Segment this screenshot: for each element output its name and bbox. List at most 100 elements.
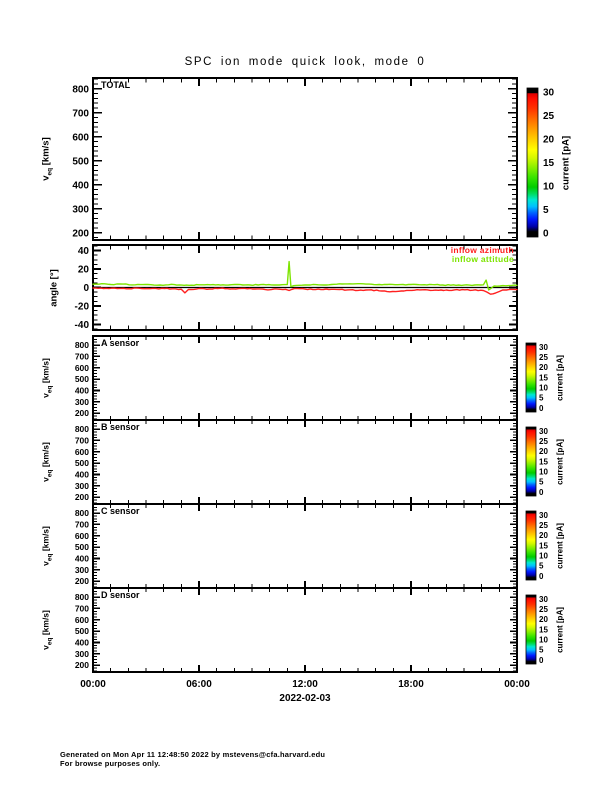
y-tick-label: 0	[83, 283, 89, 294]
y-tick-label: 700	[75, 435, 89, 445]
colorbar-tick-label: 5	[539, 394, 544, 403]
colorbar-tick-label: 0	[543, 229, 549, 240]
y-tick-label: 800	[72, 84, 89, 95]
panel-title-a: A sensor	[101, 338, 140, 348]
colorbar-tick-label: 0	[539, 488, 544, 497]
colorbar-tick-label: 15	[539, 457, 548, 466]
y-tick-label: 600	[75, 531, 89, 541]
y-tick-label: 700	[72, 108, 89, 119]
colorbar-tick-label: 30	[539, 427, 548, 436]
y-tick-label: 300	[72, 204, 89, 215]
y-tick-label: 400	[75, 553, 89, 563]
colorbar-label-d: current [pA]	[555, 606, 565, 653]
colorbar-tick-label: 20	[539, 447, 548, 456]
y-tick-label: 600	[75, 363, 89, 373]
colorbar-tick-label: 25	[539, 521, 548, 530]
y-tick-label: 600	[75, 447, 89, 457]
y-tick-label: 300	[75, 397, 89, 407]
y-tick-label: 400	[75, 637, 89, 647]
y-tick-label: 600	[72, 132, 89, 143]
y-tick-label: 200	[72, 228, 89, 239]
y-tick-label: 500	[75, 458, 89, 468]
y-tick-label: 300	[75, 649, 89, 659]
y-axis-label-a: veq [km/s]	[40, 358, 54, 398]
colorbar-tick-label: 25	[539, 353, 548, 362]
y-tick-label: 200	[75, 660, 89, 670]
footer-generated-line: Generated on Mon Apr 11 12:48:50 2022 by…	[60, 750, 326, 759]
y-axis-label-c: veq [km/s]	[40, 526, 54, 566]
colorbar-tick-label: 10	[543, 182, 555, 193]
colorbar-label-a: current [pA]	[555, 354, 565, 401]
inflow-azimuth-line	[92, 287, 518, 295]
colorbar-tick-label: 0	[539, 572, 544, 581]
plot-title: SPC ion mode quick look, mode 0	[184, 56, 426, 68]
y-tick-label: 300	[75, 565, 89, 575]
inflow-attitude-line	[92, 260, 518, 291]
colorbar-tick-label: 30	[543, 88, 555, 99]
colorbar-tick-label: 10	[539, 551, 548, 560]
y-tick-label: 400	[72, 180, 89, 191]
date-label: 2022-02-03	[279, 693, 331, 704]
colorbar-label-total: current [pA]	[560, 135, 572, 190]
y-tick-label: 500	[75, 542, 89, 552]
y-tick-label: 600	[75, 615, 89, 625]
y-tick-label: 500	[75, 374, 89, 384]
colorbar-tick-label: 25	[543, 111, 555, 122]
x-tick-label: 06:00	[186, 679, 212, 690]
y-axis-label-d: veq [km/s]	[40, 610, 54, 650]
colorbar-tick-label: 0	[539, 404, 544, 413]
colorbar-tick-label: 30	[539, 343, 548, 352]
footer: Generated on Mon Apr 11 12:48:50 2022 by…	[60, 750, 326, 768]
panel-title-total: TOTAL	[101, 80, 131, 90]
colorbar-tick-label: 20	[543, 135, 555, 146]
colorbar-tick-label: 5	[543, 205, 549, 216]
panel-frame-b	[92, 419, 518, 505]
colorbar-a	[525, 342, 537, 413]
panel-title-d: D sensor	[101, 590, 140, 600]
y-tick-label: 700	[75, 351, 89, 361]
y-tick-label: -40	[75, 320, 90, 331]
y-tick-label: 500	[72, 156, 89, 167]
colorbar-tick-label: 25	[539, 437, 548, 446]
colorbar-label-c: current [pA]	[555, 522, 565, 569]
colorbar-tick-label: 15	[539, 625, 548, 634]
colorbar-b	[525, 426, 537, 497]
y-tick-label: 500	[75, 626, 89, 636]
colorbar-label-b: current [pA]	[555, 438, 565, 485]
colorbar-d	[525, 594, 537, 665]
panel-frame-c	[92, 503, 518, 589]
y-axis-label-angle: angle [°]	[48, 268, 60, 307]
colorbar-tick-label: 10	[539, 383, 548, 392]
colorbar-total	[526, 87, 539, 238]
colorbar-tick-label: 30	[539, 595, 548, 604]
panel-title-c: C sensor	[101, 506, 140, 516]
legend-inflow-azimuth: inflow azimuth	[450, 245, 514, 255]
colorbar-tick-label: 20	[539, 615, 548, 624]
panel-title-b: B sensor	[101, 422, 140, 432]
colorbar-tick-label: 15	[539, 373, 548, 382]
panel-frame-a	[92, 335, 518, 421]
x-tick-label: 00:00	[80, 679, 106, 690]
colorbar-tick-label: 5	[539, 562, 544, 571]
y-tick-label: 200	[75, 492, 89, 502]
colorbar-tick-label: 25	[539, 605, 548, 614]
colorbar-tick-label: 10	[539, 635, 548, 644]
y-tick-label: 400	[75, 385, 89, 395]
footer-browse-line: For browse purposes only.	[60, 758, 161, 768]
x-tick-label: 18:00	[398, 679, 424, 690]
panel-frame-d	[92, 587, 518, 673]
colorbar-tick-label: 20	[539, 363, 548, 372]
y-tick-label: 700	[75, 603, 89, 613]
y-tick-label: 800	[75, 340, 89, 350]
y-tick-label: 800	[75, 508, 89, 518]
y-tick-label: 800	[75, 424, 89, 434]
y-tick-label: 400	[75, 469, 89, 479]
y-axis-label-b: veq [km/s]	[40, 442, 54, 482]
y-tick-label: 300	[75, 481, 89, 491]
colorbar-c	[525, 510, 537, 581]
colorbar-tick-label: 30	[539, 511, 548, 520]
x-tick-label: 12:00	[292, 679, 318, 690]
y-tick-label: -20	[75, 301, 90, 312]
